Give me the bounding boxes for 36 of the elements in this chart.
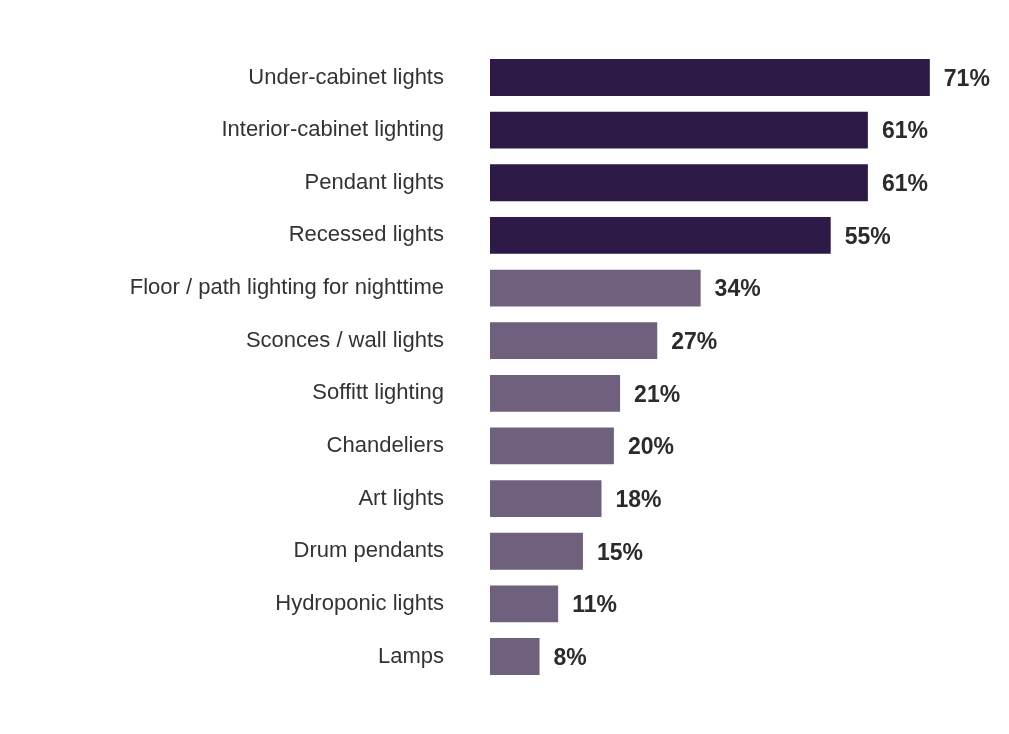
y-tick-label: Recessed lights (288, 221, 444, 247)
data-label: 27% (671, 328, 718, 355)
y-tick-label: Hydroponic lights (275, 589, 444, 615)
bar (490, 269, 701, 307)
bar (490, 164, 868, 202)
data-label: 61% (881, 170, 928, 197)
bar (490, 638, 540, 675)
y-tick-label: Floor / path lighting for nighttime (129, 274, 444, 300)
y-tick-label: Drum pendants (293, 537, 444, 563)
y-tick-label: Chandeliers (326, 432, 444, 458)
data-label: 11% (572, 591, 617, 618)
y-tick-label: Soffitt lighting (312, 379, 444, 405)
y-tick-label: Pendant lights (304, 168, 444, 194)
data-label: 20% (627, 433, 674, 460)
bar (490, 217, 831, 254)
bar (490, 111, 868, 149)
y-tick-label: Art lights (358, 484, 444, 510)
y-tick-label: Lamps (377, 642, 444, 668)
data-label: 34% (714, 275, 761, 302)
y-tick-label: Under-cabinet lights (248, 63, 444, 89)
data-label: 18% (615, 485, 662, 512)
bar (490, 585, 559, 623)
bar (490, 480, 602, 518)
bar (490, 374, 621, 412)
data-label: 71% (943, 64, 990, 91)
data-label: 55% (844, 222, 891, 249)
data-label: 15% (596, 538, 643, 565)
bar (490, 59, 930, 96)
data-label: 21% (634, 380, 681, 407)
bar (490, 322, 658, 360)
bar (490, 532, 583, 570)
bar (490, 427, 614, 465)
y-tick-label: Sconces / wall lights (245, 326, 444, 352)
data-label: 8% (553, 643, 587, 670)
data-label: 61% (881, 117, 928, 144)
y-tick-label: Interior-cabinet lighting (221, 116, 444, 142)
